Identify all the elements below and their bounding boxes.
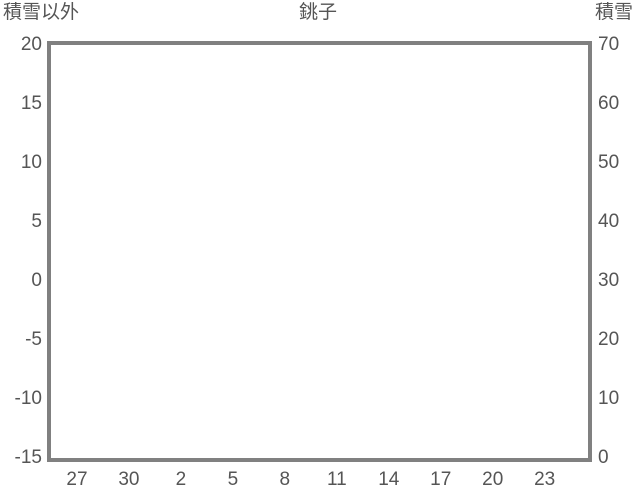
y-tick-label: -10 — [14, 388, 42, 409]
x-tick-label: 14 — [378, 469, 400, 490]
left-axis-title: 積雪以外 — [3, 2, 80, 23]
y-tick-label: 20 — [20, 34, 42, 55]
y2-tick-label: 60 — [598, 93, 620, 114]
y2-tick-label: 0 — [598, 447, 609, 468]
y2-tick-label: 30 — [598, 270, 620, 291]
chart-title: 銚子 — [298, 2, 337, 23]
x-tick-label: 8 — [279, 469, 291, 490]
x-tick-label: 17 — [430, 469, 452, 490]
x-tick-label: 27 — [66, 469, 88, 490]
y2-tick-label: 20 — [598, 329, 620, 350]
x-tick-label: 23 — [534, 469, 556, 490]
y-tick-label: 5 — [31, 211, 42, 232]
y-tick-label: -5 — [25, 329, 42, 350]
y-tick-label: 0 — [31, 270, 42, 291]
y-tick-label: 10 — [20, 152, 42, 173]
x-tick-label: 20 — [482, 469, 504, 490]
x-tick-label: 5 — [227, 469, 239, 490]
plot-border — [47, 41, 592, 462]
x-tick-label: 11 — [326, 469, 347, 490]
y2-tick-label: 10 — [598, 388, 620, 409]
y-tick-label: -15 — [14, 447, 42, 468]
x-tick-label: 2 — [175, 469, 187, 490]
y2-tick-label: 40 — [598, 211, 620, 232]
y-tick-label: 15 — [20, 93, 42, 114]
right-axis-title: 積雪 — [594, 2, 633, 23]
y2-tick-label: 70 — [598, 34, 620, 55]
x-tick-label: 30 — [118, 469, 140, 490]
y2-tick-label: 50 — [598, 152, 620, 173]
plot-area — [47, 41, 592, 462]
